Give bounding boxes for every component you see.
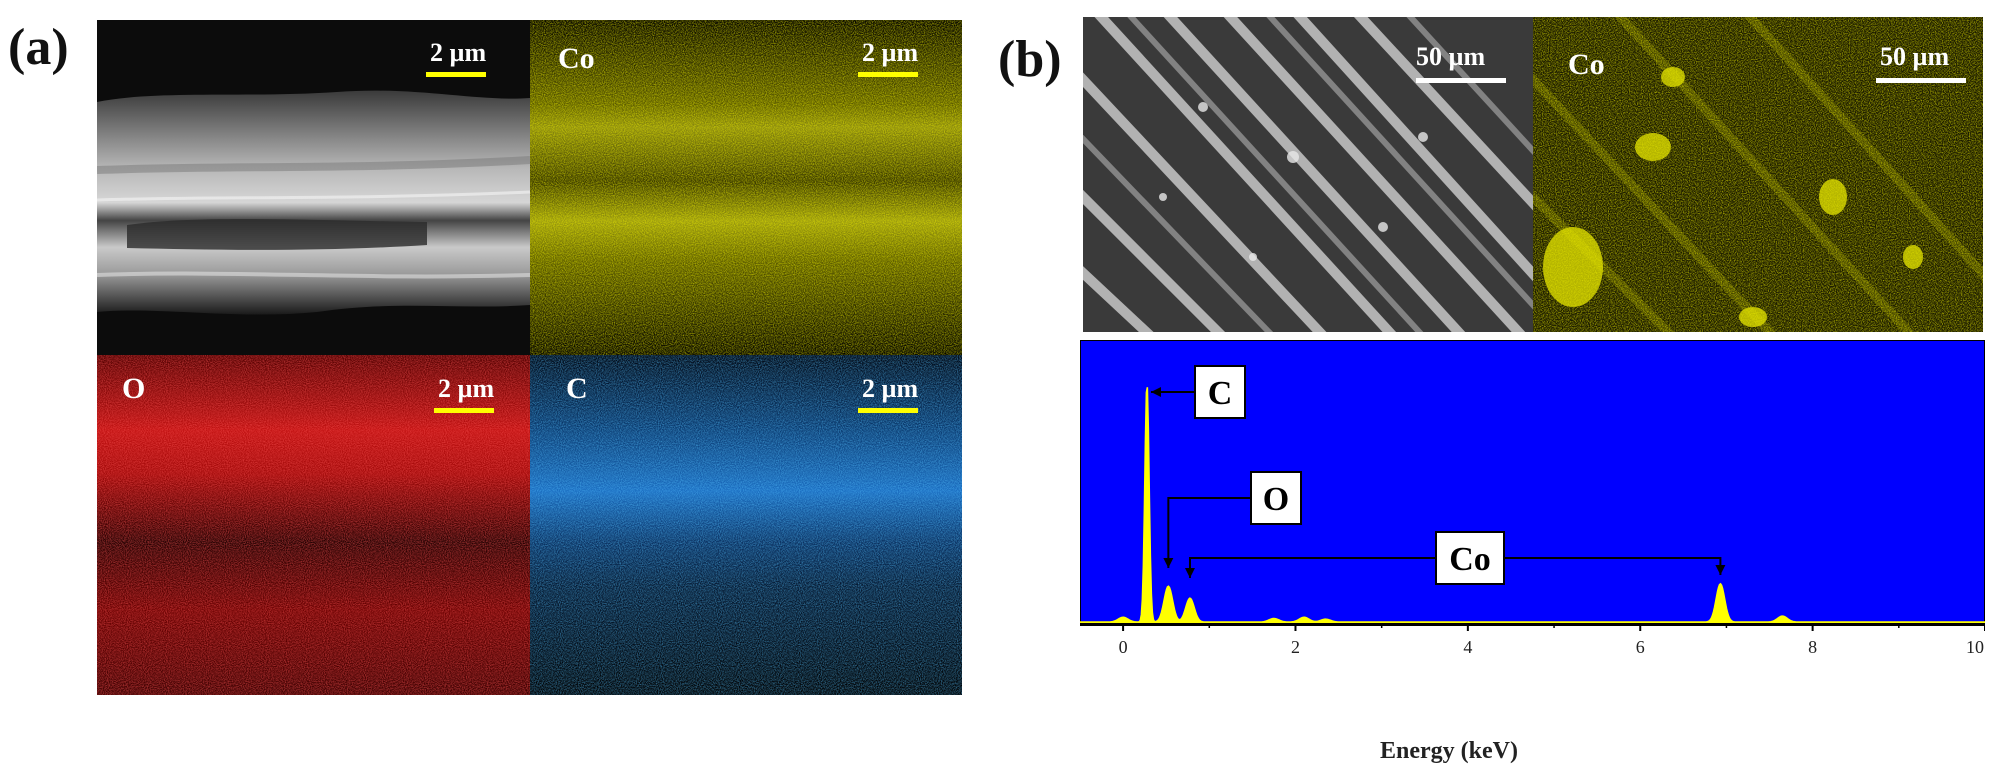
- o-map-a: [97, 355, 530, 695]
- annotation-c-box: [1194, 365, 1246, 419]
- annotation-c-text: C: [1208, 375, 1233, 412]
- annotation-co-text: Co: [1449, 541, 1491, 578]
- co-label-b: Co: [1568, 48, 1605, 81]
- scale-bar-c-a: [858, 408, 918, 413]
- eds-x-tick-label-2: 2: [1291, 637, 1300, 657]
- eds-spectrum-chart: 0 2 4 6 8 10 C O Co: [1080, 340, 1985, 690]
- sem-image-b: [1083, 17, 1533, 332]
- eds-x-tick-label-4: 4: [1463, 637, 1472, 657]
- annotation-co-arrow-right: [1715, 565, 1726, 575]
- eds-x-tick-label-8: 8: [1808, 637, 1817, 657]
- scale-text-co-b: 50 µm: [1880, 42, 1950, 71]
- annotation-c-arrow: [1150, 387, 1161, 397]
- annotation-o-text: O: [1263, 481, 1289, 518]
- scale-bar-sem-b: [1416, 78, 1506, 83]
- scale-text-sem-b: 50 µm: [1416, 42, 1486, 71]
- scale-text-o-a: 2 µm: [438, 374, 495, 403]
- eds-xlabel: Energy (keV): [1380, 738, 1518, 764]
- scale-text-co-a: 2 µm: [862, 38, 919, 67]
- scale-bar-sem-a: [426, 72, 486, 77]
- scale-bar-o-a: [434, 408, 494, 413]
- annotation-o-box: [1250, 471, 1302, 525]
- eds-spectrum-svg: 0 2 4 6 8 10 C O Co: [1080, 340, 1985, 657]
- co-map-b: [1533, 17, 1983, 332]
- scale-bar-co-a: [858, 72, 918, 77]
- annotation-o-leader: [1167, 497, 1251, 568]
- scale-text-c-a: 2 µm: [862, 374, 919, 403]
- co-map-a: [530, 20, 962, 355]
- scale-text-sem-a: 2 µm: [430, 38, 487, 67]
- eds-x-tick-label-0: 0: [1119, 637, 1128, 657]
- eds-x-tick-label-10: 10: [1966, 637, 1984, 657]
- o-label-a: O: [122, 372, 146, 405]
- annotation-co-box: [1435, 531, 1505, 585]
- annotation-o-arrow: [1163, 558, 1174, 568]
- panel-a-label: (a): [8, 19, 69, 76]
- sem-image-a: [97, 20, 530, 355]
- eds-x-tick-label-6: 6: [1636, 637, 1645, 657]
- c-label-a: C: [566, 372, 588, 405]
- c-map-a: [530, 355, 962, 695]
- co-label-a: Co: [558, 42, 595, 75]
- annotation-co-arrow-left: [1184, 568, 1195, 578]
- scale-bar-co-b: [1876, 78, 1966, 83]
- eds-spectrum-line: [1080, 387, 1985, 624]
- panel-b-label: (b): [998, 31, 1062, 88]
